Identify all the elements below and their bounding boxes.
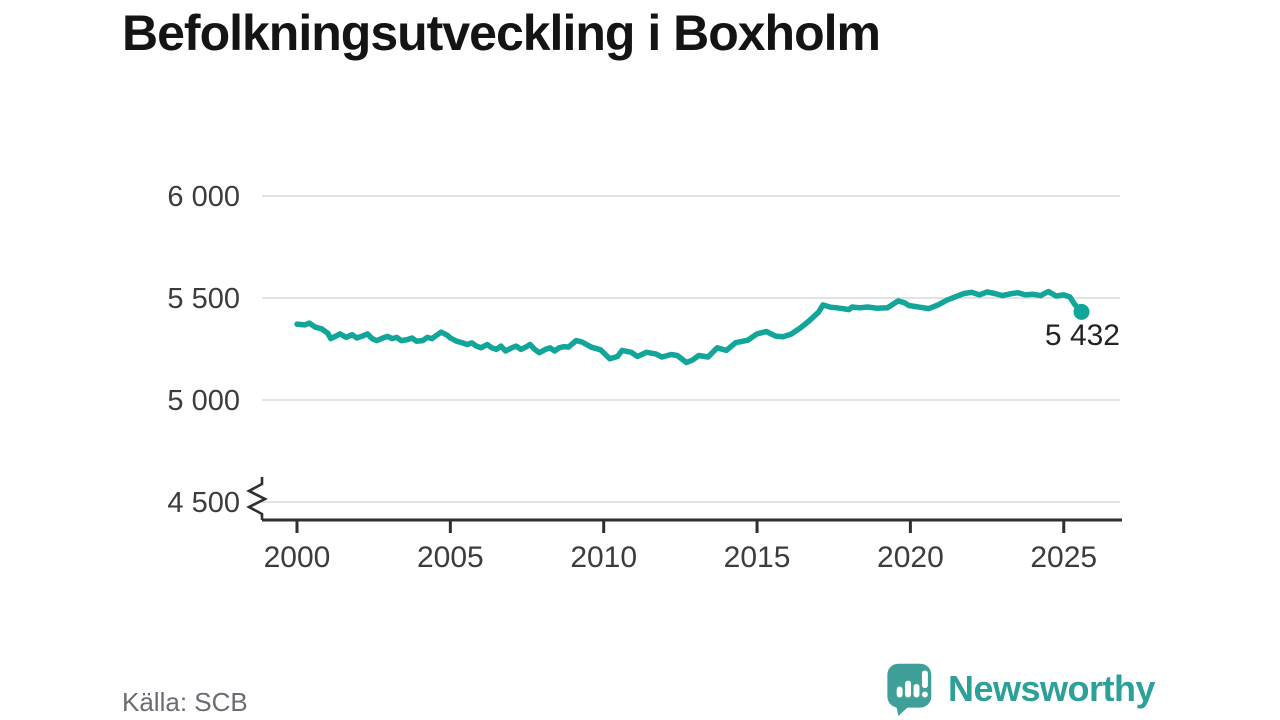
y-axis-tick-label: 6 000 [167,181,240,213]
series-end-label: 5 432 [1045,319,1120,352]
chart-title: Befolkningsutveckling i Boxholm [122,5,881,61]
y-axis-tick-label: 5 000 [167,385,240,417]
y-axis-labels: 6 000 5 500 5 000 4 500 [167,181,240,519]
gridlines [262,195,1120,503]
newsworthy-logo: Newsworthy [884,662,1156,716]
series-end-dot [1073,303,1090,320]
x-axis-labels: 2000 2005 2010 2015 2020 2025 [264,541,1098,574]
x-axis-tick-label: 2015 [724,541,791,574]
newsworthy-logo-text: Newsworthy [947,668,1156,709]
x-axis-tick-label: 2005 [417,541,484,574]
x-axis-tick-label: 2025 [1030,541,1097,574]
x-axis-tick-label: 2010 [570,541,637,574]
y-axis-tick-label: 5 500 [167,283,240,315]
x-axis-tick-label: 2020 [877,541,944,574]
x-axis-tick-label: 2000 [264,541,331,574]
newsworthy-logo-icon [887,663,932,716]
population-line [294,288,1085,366]
y-axis-tick-label: 4 500 [167,487,240,519]
x-axis-ticks [295,520,1066,533]
line-chart: 6 000 5 500 5 000 4 500 2000 2005 2010 2015 202… [167,181,1122,574]
axis-break-icon [246,477,268,520]
source-label: Källa: SCB [122,687,248,717]
